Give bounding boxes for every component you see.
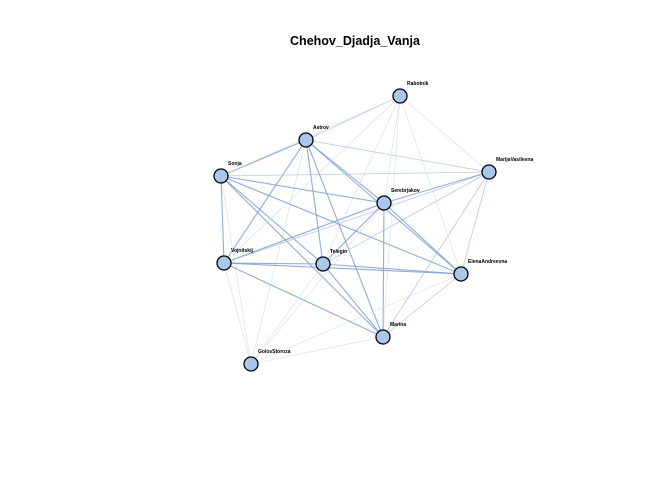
edge-telegin-elena bbox=[322, 263, 462, 275]
edge-astrov-sonja bbox=[220, 139, 307, 177]
node-circle-vojnitskij[interactable] bbox=[216, 255, 232, 271]
node-label-telegin: Telegin bbox=[330, 249, 347, 255]
edge-serebrjakov-marina bbox=[382, 202, 385, 338]
node-circle-rabotnik[interactable] bbox=[392, 88, 408, 104]
node-circle-elena[interactable] bbox=[453, 266, 469, 282]
node-circle-astrov[interactable] bbox=[298, 132, 314, 148]
node-circle-telegin[interactable] bbox=[315, 256, 331, 272]
edge-vojnitskij-golos bbox=[223, 262, 252, 365]
edge-astrov-serebrjakov bbox=[305, 139, 385, 204]
edge-telegin-marina bbox=[322, 263, 384, 338]
edge-sonja-serebrjakov bbox=[220, 175, 385, 204]
node-marina[interactable]: Marina bbox=[375, 322, 406, 345]
edge-telegin-rabotnik bbox=[322, 95, 401, 265]
node-circle-golos[interactable] bbox=[243, 356, 259, 372]
node-marija[interactable]: MarijaVasilevna bbox=[481, 157, 533, 180]
nodes-layer: Rabotnik Astrov Sonja MarijaVasilevna Serebr… bbox=[213, 81, 533, 372]
edge-sonja-marija bbox=[220, 171, 490, 177]
edge-marina-rabotnik bbox=[382, 95, 401, 338]
edge-sonja-marina bbox=[220, 175, 384, 338]
node-elena[interactable]: ElenaAndreevna bbox=[453, 259, 507, 282]
node-sonja[interactable]: Sonja bbox=[213, 161, 242, 184]
edge-marina-marija bbox=[382, 171, 490, 338]
edge-elena-rabotnik bbox=[399, 95, 462, 275]
edge-vojnitskij-elena bbox=[223, 262, 462, 275]
edge-elena-marija bbox=[460, 171, 490, 275]
node-golos[interactable]: GolosStoroza bbox=[243, 349, 291, 372]
edge-sonja-golos bbox=[220, 175, 252, 365]
edge-astrov-golos bbox=[250, 139, 307, 365]
edge-serebrjakov-rabotnik bbox=[383, 95, 401, 204]
edge-sonja-vojnitskij bbox=[220, 175, 225, 264]
node-circle-marina[interactable] bbox=[375, 329, 391, 345]
graph-title: Chehov_Djadja_Vanja bbox=[290, 34, 421, 48]
node-label-rabotnik: Rabotnik bbox=[407, 81, 429, 87]
edge-sonja-telegin bbox=[220, 175, 324, 265]
node-label-serebrjakov: Serebrjakov bbox=[391, 188, 420, 194]
edge-serebrjakov-elena bbox=[383, 202, 462, 275]
edge-marina-golos bbox=[250, 336, 384, 365]
node-label-astrov: Astrov bbox=[313, 125, 329, 131]
edge-serebrjakov-marija bbox=[383, 171, 490, 204]
edge-telegin-marija bbox=[322, 171, 490, 265]
node-label-vojnitskij: Vojnitskij bbox=[231, 248, 253, 254]
node-label-marija: MarijaVasilevna bbox=[496, 157, 533, 163]
node-label-elena: ElenaAndreevna bbox=[468, 259, 507, 265]
edge-elena-marina bbox=[382, 273, 462, 338]
node-astrov[interactable]: Astrov bbox=[298, 125, 329, 148]
edge-telegin-serebrjakov bbox=[322, 202, 385, 265]
node-vojnitskij[interactable]: Vojnitskij bbox=[216, 248, 253, 271]
edge-elena-golos bbox=[250, 273, 462, 365]
node-label-marina: Marina bbox=[390, 322, 406, 328]
node-telegin[interactable]: Telegin bbox=[315, 249, 347, 272]
edge-astrov-telegin bbox=[305, 139, 324, 265]
node-serebrjakov[interactable]: Serebrjakov bbox=[376, 188, 420, 211]
edge-telegin-golos bbox=[250, 263, 324, 365]
node-circle-sonja[interactable] bbox=[213, 168, 229, 184]
edge-marija-rabotnik bbox=[399, 95, 490, 173]
edge-astrov-vojnitskij bbox=[223, 139, 307, 264]
edge-astrov-marina bbox=[305, 139, 384, 338]
node-label-sonja: Sonja bbox=[228, 161, 242, 167]
node-rabotnik[interactable]: Rabotnik bbox=[392, 81, 429, 104]
edge-vojnitskij-telegin bbox=[223, 262, 324, 265]
edge-vojnitskij-rabotnik bbox=[223, 95, 401, 264]
edge-vojnitskij-serebrjakov bbox=[223, 202, 385, 264]
edges-layer bbox=[220, 95, 490, 365]
edge-astrov-rabotnik bbox=[305, 95, 401, 141]
edge-vojnitskij-marija bbox=[223, 171, 490, 264]
edge-serebrjakov-golos bbox=[250, 202, 385, 365]
node-label-golos: GolosStoroza bbox=[258, 349, 291, 355]
edge-astrov-marija bbox=[305, 139, 490, 173]
node-circle-marija[interactable] bbox=[481, 164, 497, 180]
node-circle-serebrjakov[interactable] bbox=[376, 195, 392, 211]
